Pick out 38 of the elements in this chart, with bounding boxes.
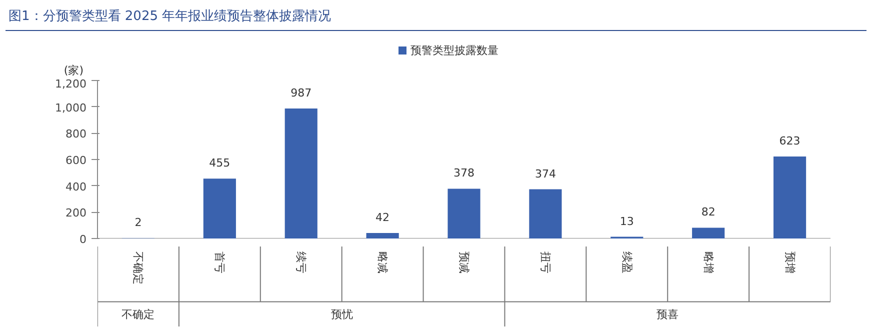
x-tick-label: 略增: [702, 251, 715, 274]
y-tick-label: 1,200: [55, 78, 87, 90]
x-tick-label: 续盈: [620, 251, 634, 274]
data-label: 623: [779, 134, 800, 148]
data-label: 42: [376, 210, 390, 224]
y-tick-label: 800: [66, 128, 87, 141]
data-label: 2: [134, 216, 142, 230]
x-tick-label: 续亏: [294, 251, 308, 274]
data-label: 455: [209, 156, 230, 170]
legend-label: 预警类型披露数量: [410, 44, 498, 57]
text: 不确定: [122, 308, 155, 321]
y-tick-label: 0: [80, 233, 86, 246]
text: 预忧: [330, 308, 353, 321]
bar: [203, 178, 236, 238]
bar: [284, 108, 318, 238]
y-tick-label: 600: [66, 154, 87, 167]
bar: [692, 228, 725, 238]
bar: [773, 156, 806, 238]
x-tick-label: 预增: [783, 251, 796, 274]
x-tick-label: 扭亏: [538, 251, 552, 274]
y-axis-title: (家): [64, 64, 84, 77]
data-label: 987: [290, 86, 312, 100]
data-label: 378: [454, 166, 474, 180]
chart-title: 图1：分预警类型看 2025 年年报业绩预告整体披露情况: [8, 9, 332, 24]
x-tick-label: 预减: [458, 251, 470, 274]
y-tick-label: 1,000: [55, 101, 87, 114]
bar: [448, 188, 480, 238]
x-tick-label: 不确定: [132, 251, 145, 284]
y-tick-label: 200: [66, 206, 87, 220]
y-tick-label: 400: [66, 180, 87, 194]
data-label: 82: [701, 206, 716, 219]
data-label: 13: [620, 214, 634, 228]
bar: [366, 232, 399, 238]
x-tick-label: 首亏: [213, 251, 226, 274]
text: 预喜: [656, 308, 679, 321]
bar: [529, 189, 562, 238]
x-tick-label: 略减: [376, 251, 390, 274]
data-label: 374: [534, 167, 556, 180]
